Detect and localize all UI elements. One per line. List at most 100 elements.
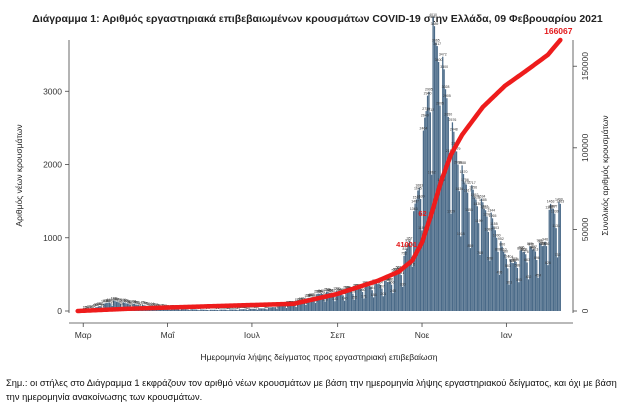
bar-value-label: 61 xyxy=(152,302,156,306)
bar xyxy=(515,262,517,311)
bar-value-label: 65 xyxy=(146,302,150,306)
bar-value-label: 134 xyxy=(300,297,306,301)
bar xyxy=(291,304,293,311)
bar-value-label: 242 xyxy=(318,289,324,293)
bar xyxy=(446,98,448,311)
bar xyxy=(530,246,532,311)
bar xyxy=(284,306,286,311)
bar xyxy=(367,286,369,311)
bar-value-label: 68 xyxy=(98,302,102,306)
bar xyxy=(179,309,181,311)
bar xyxy=(197,309,199,311)
bar xyxy=(267,307,270,311)
bar-value-label: 21 xyxy=(85,305,89,309)
bar xyxy=(241,309,243,311)
bar xyxy=(432,17,434,311)
bar-value-label: 320 xyxy=(353,283,359,287)
bar-value-label: 1155 xyxy=(490,222,498,226)
bar xyxy=(467,192,469,311)
bar-value-label: 588 xyxy=(515,264,521,268)
bar-value-label: 245 xyxy=(390,289,396,293)
bar xyxy=(321,294,324,311)
bar xyxy=(255,309,257,311)
bar xyxy=(201,309,203,311)
bar xyxy=(545,246,548,311)
bar xyxy=(400,275,402,311)
bar xyxy=(371,290,373,311)
bar-value-label: 1617 xyxy=(464,188,472,192)
bar-value-label: 187 xyxy=(308,293,314,297)
bar xyxy=(551,208,553,311)
bar xyxy=(372,297,375,311)
bar xyxy=(173,308,176,311)
bar xyxy=(216,309,218,311)
bar xyxy=(493,226,495,311)
bar-value-label: 142 xyxy=(111,296,117,300)
bar xyxy=(468,212,470,311)
bar xyxy=(487,231,490,311)
bar xyxy=(496,237,498,311)
cumulative-annotation: 166067 xyxy=(544,26,573,36)
bar xyxy=(540,243,542,311)
bar-value-label: 930 xyxy=(405,239,411,243)
bar-value-label: 1430 xyxy=(473,202,481,206)
bar-value-label: 237 xyxy=(315,289,321,293)
bar-value-label: 201 xyxy=(380,292,386,296)
bar xyxy=(169,309,171,311)
bar-value-label: 1265 xyxy=(489,214,497,218)
bar xyxy=(507,268,509,311)
bar-value-label: 539 xyxy=(393,267,399,271)
bar xyxy=(442,56,444,312)
bar xyxy=(491,218,494,311)
bar-value-label: 103 xyxy=(125,299,131,303)
bar xyxy=(509,259,512,311)
bar-value-label: 524 xyxy=(391,268,397,272)
bar-value-label: 96 xyxy=(127,300,131,304)
bar xyxy=(348,290,350,311)
bar-value-label: 2805 xyxy=(436,101,444,105)
bar xyxy=(426,95,429,311)
bar xyxy=(160,309,162,311)
bar xyxy=(482,202,484,311)
bar xyxy=(349,290,351,311)
bar xyxy=(218,310,220,311)
bar xyxy=(272,307,274,311)
bar-value-label: 810 xyxy=(501,247,507,251)
bar-value-label: 931 xyxy=(537,239,543,243)
bar xyxy=(328,292,330,311)
bar xyxy=(337,291,339,311)
bar-value-label: 117 xyxy=(295,298,301,302)
bar xyxy=(411,266,413,311)
bar-value-label: 1862 xyxy=(428,170,436,174)
bar xyxy=(476,206,478,311)
bar xyxy=(314,302,317,311)
bar-value-label: 1727 xyxy=(462,180,470,184)
bar xyxy=(190,309,192,311)
bar xyxy=(558,201,560,311)
bar xyxy=(421,230,423,311)
bar xyxy=(122,302,124,311)
y2-tick-label: 50000 xyxy=(580,217,590,241)
bar xyxy=(375,283,378,311)
bar xyxy=(514,261,516,311)
bar xyxy=(345,289,347,311)
bar-value-label: 875 xyxy=(528,243,534,247)
bar xyxy=(212,309,214,311)
bar xyxy=(230,309,232,311)
bar-value-label: 133 xyxy=(299,297,305,301)
bar-value-label: 136 xyxy=(112,297,118,301)
bar-value-label: 10 xyxy=(226,306,230,310)
bar xyxy=(276,308,278,311)
bar-value-label: 1363 xyxy=(410,207,418,211)
bar-value-label: 491 xyxy=(398,271,404,275)
bar-value-label: 109 xyxy=(104,299,110,303)
bar xyxy=(454,145,456,311)
bar xyxy=(500,241,502,311)
bar xyxy=(204,309,206,311)
bar xyxy=(536,260,538,311)
bar xyxy=(262,308,264,311)
bar-value-label: 17 xyxy=(91,306,95,310)
bar-value-label: 89 xyxy=(134,300,138,304)
bar xyxy=(223,309,225,311)
bar-value-label: 809 xyxy=(521,248,527,252)
